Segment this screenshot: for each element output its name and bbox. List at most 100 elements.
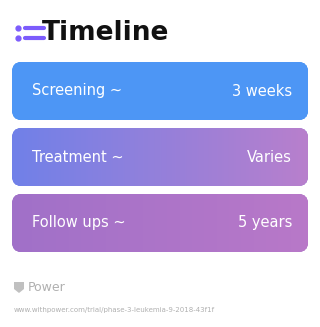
Bar: [239, 194, 243, 252]
Bar: [283, 194, 287, 252]
Bar: [148, 128, 151, 186]
Bar: [44, 194, 48, 252]
Bar: [271, 62, 275, 120]
Bar: [165, 194, 168, 252]
Bar: [172, 194, 176, 252]
Bar: [157, 62, 161, 120]
Bar: [155, 194, 158, 252]
Bar: [106, 194, 109, 252]
Bar: [204, 194, 208, 252]
Bar: [214, 194, 218, 252]
Bar: [251, 194, 255, 252]
Bar: [64, 62, 67, 120]
Bar: [303, 128, 307, 186]
Bar: [22, 194, 25, 252]
Bar: [187, 128, 191, 186]
Bar: [42, 128, 45, 186]
Bar: [20, 62, 23, 120]
Bar: [46, 194, 50, 252]
Bar: [88, 128, 92, 186]
Bar: [29, 128, 33, 186]
Bar: [56, 194, 60, 252]
Text: Power: Power: [28, 281, 66, 294]
Bar: [52, 128, 55, 186]
Bar: [113, 128, 116, 186]
Bar: [278, 194, 282, 252]
Bar: [165, 62, 168, 120]
Bar: [111, 62, 114, 120]
Bar: [44, 62, 48, 120]
Bar: [46, 62, 50, 120]
Bar: [259, 62, 262, 120]
Bar: [24, 128, 28, 186]
Bar: [192, 128, 196, 186]
Bar: [111, 194, 114, 252]
Bar: [244, 62, 247, 120]
Bar: [32, 194, 35, 252]
Bar: [259, 128, 262, 186]
Bar: [296, 194, 299, 252]
Bar: [232, 194, 235, 252]
Bar: [241, 62, 245, 120]
Bar: [160, 62, 164, 120]
Bar: [185, 62, 188, 120]
Bar: [103, 62, 107, 120]
Bar: [123, 194, 126, 252]
Bar: [131, 194, 134, 252]
Bar: [251, 128, 255, 186]
Bar: [187, 194, 191, 252]
Bar: [14, 194, 18, 252]
Bar: [180, 128, 183, 186]
Bar: [118, 194, 122, 252]
Bar: [209, 128, 213, 186]
Bar: [22, 128, 25, 186]
Bar: [276, 62, 279, 120]
Bar: [300, 194, 304, 252]
Bar: [224, 62, 228, 120]
Bar: [148, 194, 151, 252]
Bar: [246, 128, 250, 186]
Bar: [91, 128, 94, 186]
Bar: [274, 62, 277, 120]
Bar: [49, 62, 52, 120]
Bar: [199, 194, 203, 252]
Bar: [197, 62, 200, 120]
Bar: [79, 128, 82, 186]
Bar: [182, 194, 186, 252]
Bar: [199, 128, 203, 186]
Bar: [125, 128, 129, 186]
Bar: [79, 62, 82, 120]
Bar: [300, 128, 304, 186]
Bar: [232, 62, 235, 120]
Bar: [281, 128, 284, 186]
Bar: [232, 128, 235, 186]
Text: 3 weeks: 3 weeks: [232, 83, 292, 98]
Bar: [207, 128, 210, 186]
Bar: [143, 62, 146, 120]
Bar: [244, 128, 247, 186]
Bar: [145, 62, 149, 120]
Bar: [268, 62, 272, 120]
Bar: [261, 62, 265, 120]
Bar: [256, 128, 260, 186]
Bar: [224, 194, 228, 252]
Text: Timeline: Timeline: [42, 20, 169, 46]
Bar: [17, 128, 20, 186]
Bar: [281, 194, 284, 252]
Bar: [189, 128, 193, 186]
Bar: [17, 194, 20, 252]
Bar: [14, 62, 18, 120]
Bar: [153, 128, 156, 186]
Bar: [271, 128, 275, 186]
Bar: [264, 128, 267, 186]
Text: www.withpower.com/trial/phase-3-leukemia-9-2018-43f1f: www.withpower.com/trial/phase-3-leukemia…: [14, 307, 215, 313]
Bar: [249, 194, 252, 252]
Bar: [39, 62, 43, 120]
Bar: [69, 128, 72, 186]
Bar: [276, 194, 279, 252]
Bar: [39, 128, 43, 186]
Bar: [56, 128, 60, 186]
Bar: [106, 128, 109, 186]
Bar: [227, 62, 230, 120]
Bar: [153, 62, 156, 120]
